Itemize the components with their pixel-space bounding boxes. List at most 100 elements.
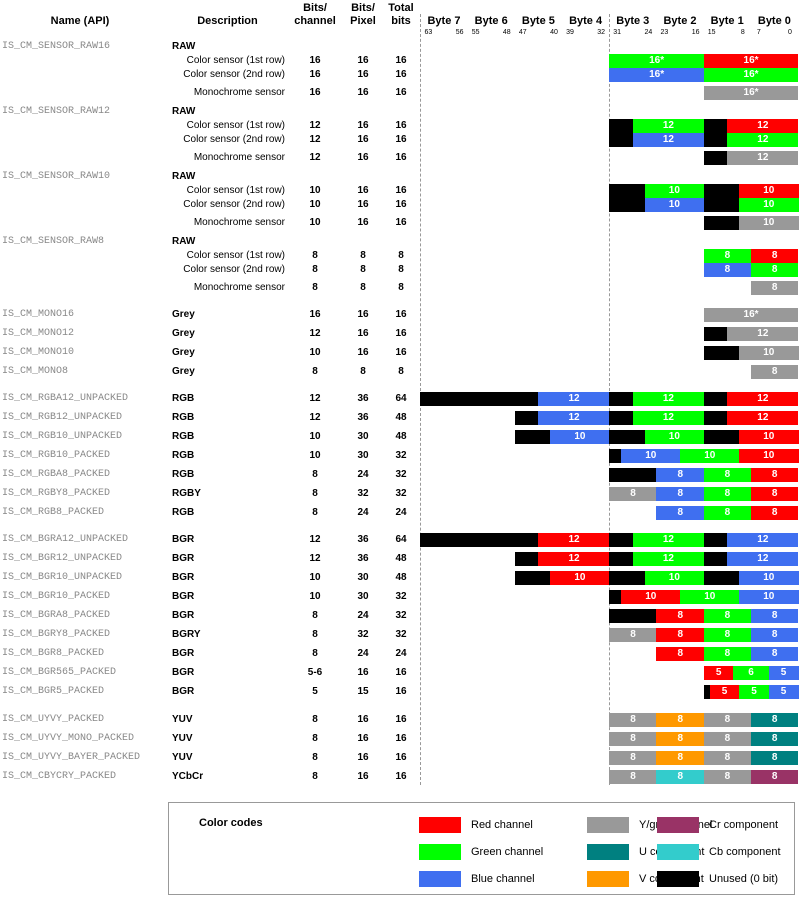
bit-field-y: 8 bbox=[703, 732, 752, 746]
bit-number: 8 bbox=[740, 29, 745, 36]
bit-field-x bbox=[420, 392, 539, 406]
bit-field-x bbox=[703, 216, 740, 230]
bit-number: 56 bbox=[455, 29, 464, 36]
api-name: IS_CM_SENSOR_RAW10 bbox=[2, 171, 111, 182]
bits-per-pixel: 16 bbox=[357, 771, 369, 782]
bit-field-r: 12 bbox=[727, 411, 799, 425]
bits-per-pixel: 30 bbox=[357, 431, 369, 442]
api-name: IS_CM_SENSOR_RAW8 bbox=[2, 236, 105, 247]
bit-field-r: 12 bbox=[727, 392, 799, 406]
header-byte-1: Byte 1 bbox=[710, 15, 744, 27]
table-row: IS_CM_BGR12_UNPACKED BGR 12 36 48 12 12 12 bbox=[0, 550, 800, 568]
bit-field-b: 8 bbox=[703, 263, 752, 277]
bits-per-pixel: 8 bbox=[360, 282, 366, 293]
table-row: IS_CM_BGR5_PACKED BGR 5 15 16 5 5 5 bbox=[0, 683, 800, 701]
bit-field-v: 8 bbox=[656, 732, 705, 746]
bits-per-pixel: 36 bbox=[357, 412, 369, 423]
bit-field-b: 8 bbox=[750, 647, 799, 661]
bit-field-x bbox=[609, 609, 657, 623]
description: YUV bbox=[172, 752, 193, 763]
bits-per-channel: 8 bbox=[312, 366, 318, 377]
bits-per-channel: 8 bbox=[312, 282, 318, 293]
bit-number: 31 bbox=[613, 29, 622, 36]
legend-swatch bbox=[419, 871, 461, 887]
bit-field-y: 12 bbox=[727, 327, 799, 341]
bits-per-pixel: 8 bbox=[360, 366, 366, 377]
bits-per-pixel: 16 bbox=[357, 309, 369, 320]
bit-field-u: 8 bbox=[750, 751, 799, 765]
bits-per-pixel: 36 bbox=[357, 534, 369, 545]
bit-field-g: 8 bbox=[703, 506, 752, 520]
description: Color sensor (2nd row) bbox=[183, 199, 285, 210]
bits-per-channel: 8 bbox=[312, 469, 318, 480]
description: RAW bbox=[172, 236, 196, 247]
table-row: Color sensor (1st row) 16 16 16 16* 16* bbox=[0, 52, 800, 70]
table-row: IS_CM_BGR8_PACKED BGR 8 24 24 8 8 8 bbox=[0, 645, 800, 663]
legend-label: Red channel bbox=[471, 819, 533, 831]
bit-field-b: 8 bbox=[656, 468, 705, 482]
table-row: IS_CM_SENSOR_RAW16 RAW bbox=[0, 38, 800, 56]
bit-field-x bbox=[703, 552, 728, 566]
bit-field-x bbox=[420, 533, 539, 547]
description: RGB bbox=[172, 431, 195, 442]
bit-field-g: 10 bbox=[644, 430, 705, 444]
description: BGR bbox=[172, 686, 195, 697]
header-byte-5: Byte 5 bbox=[521, 15, 555, 27]
legend-swatch bbox=[657, 817, 699, 833]
bit-field-cb: 8 bbox=[656, 770, 705, 784]
bits-per-channel: 16 bbox=[309, 309, 321, 320]
bits-per-channel: 10 bbox=[309, 591, 321, 602]
table-row: IS_CM_SENSOR_RAW8 RAW bbox=[0, 233, 800, 251]
table-row: Color sensor (2nd row) 8 8 8 8 8 bbox=[0, 261, 800, 279]
bit-field-x bbox=[703, 198, 740, 212]
api-name: IS_CM_MONO12 bbox=[2, 328, 75, 339]
bit-field-x bbox=[703, 685, 710, 699]
header-description: Description bbox=[197, 15, 258, 27]
table-row: IS_CM_BGRA12_UNPACKED BGR 12 36 64 12 12 12 bbox=[0, 531, 800, 549]
table-row: IS_CM_RGB10_PACKED RGB 10 30 32 10 10 10 bbox=[0, 447, 800, 465]
bits-per-channel: 10 bbox=[309, 185, 321, 196]
bits-per-pixel: 16 bbox=[357, 120, 369, 131]
description: BGR bbox=[172, 648, 195, 659]
header-byte-3: Byte 3 bbox=[616, 15, 650, 27]
legend-label: Cb component bbox=[709, 846, 781, 858]
bit-field-g: 8 bbox=[703, 249, 752, 263]
legend-label: Green channel bbox=[471, 846, 544, 858]
total-bits: 32 bbox=[395, 610, 407, 621]
description: BGR bbox=[172, 553, 195, 564]
table-row: Color sensor (1st row) 10 16 16 10 10 bbox=[0, 182, 800, 200]
description: YUV bbox=[172, 733, 193, 744]
bits-per-channel: 12 bbox=[309, 534, 321, 545]
total-bits: 16 bbox=[395, 686, 407, 697]
api-name: IS_CM_RGBY8_PACKED bbox=[2, 488, 111, 499]
total-bits: 16 bbox=[395, 185, 407, 196]
bit-field-y: 8 bbox=[703, 751, 752, 765]
description: BGR bbox=[172, 591, 195, 602]
table-row: IS_CM_RGB12_UNPACKED RGB 12 36 48 12 12 12 bbox=[0, 409, 800, 427]
total-bits: 32 bbox=[395, 469, 407, 480]
description: BGR bbox=[172, 610, 195, 621]
bit-field-r: 8 bbox=[750, 487, 799, 501]
bits-per-pixel: 16 bbox=[357, 347, 369, 358]
bit-field-b: 8 bbox=[750, 628, 799, 642]
bit-field-y: 8 bbox=[609, 713, 657, 727]
api-name: IS_CM_SENSOR_RAW12 bbox=[2, 106, 111, 117]
total-bits: 16 bbox=[395, 69, 407, 80]
bits-per-channel: 8 bbox=[312, 507, 318, 518]
bit-field-b: 5 bbox=[768, 685, 799, 699]
header-name: Name (API) bbox=[50, 15, 110, 27]
table-row: IS_CM_SENSOR_RAW10 RAW bbox=[0, 168, 800, 186]
total-bits: 8 bbox=[398, 250, 404, 261]
table-row: Color sensor (1st row) 12 16 16 12 12 bbox=[0, 117, 800, 135]
total-bits: 64 bbox=[395, 534, 407, 545]
bit-field-r: 12 bbox=[727, 119, 799, 133]
bit-field-x bbox=[703, 184, 740, 198]
api-name: IS_CM_MONO8 bbox=[2, 366, 69, 377]
table-row: IS_CM_BGRA8_PACKED BGR 8 24 32 8 8 8 bbox=[0, 607, 800, 625]
bits-per-pixel: 30 bbox=[357, 591, 369, 602]
bit-field-y: 16* bbox=[703, 86, 799, 100]
description: YCbCr bbox=[172, 771, 204, 782]
header-byte-6: Byte 6 bbox=[474, 15, 508, 27]
legend-swatch bbox=[587, 817, 629, 833]
total-bits: 16 bbox=[395, 152, 407, 163]
